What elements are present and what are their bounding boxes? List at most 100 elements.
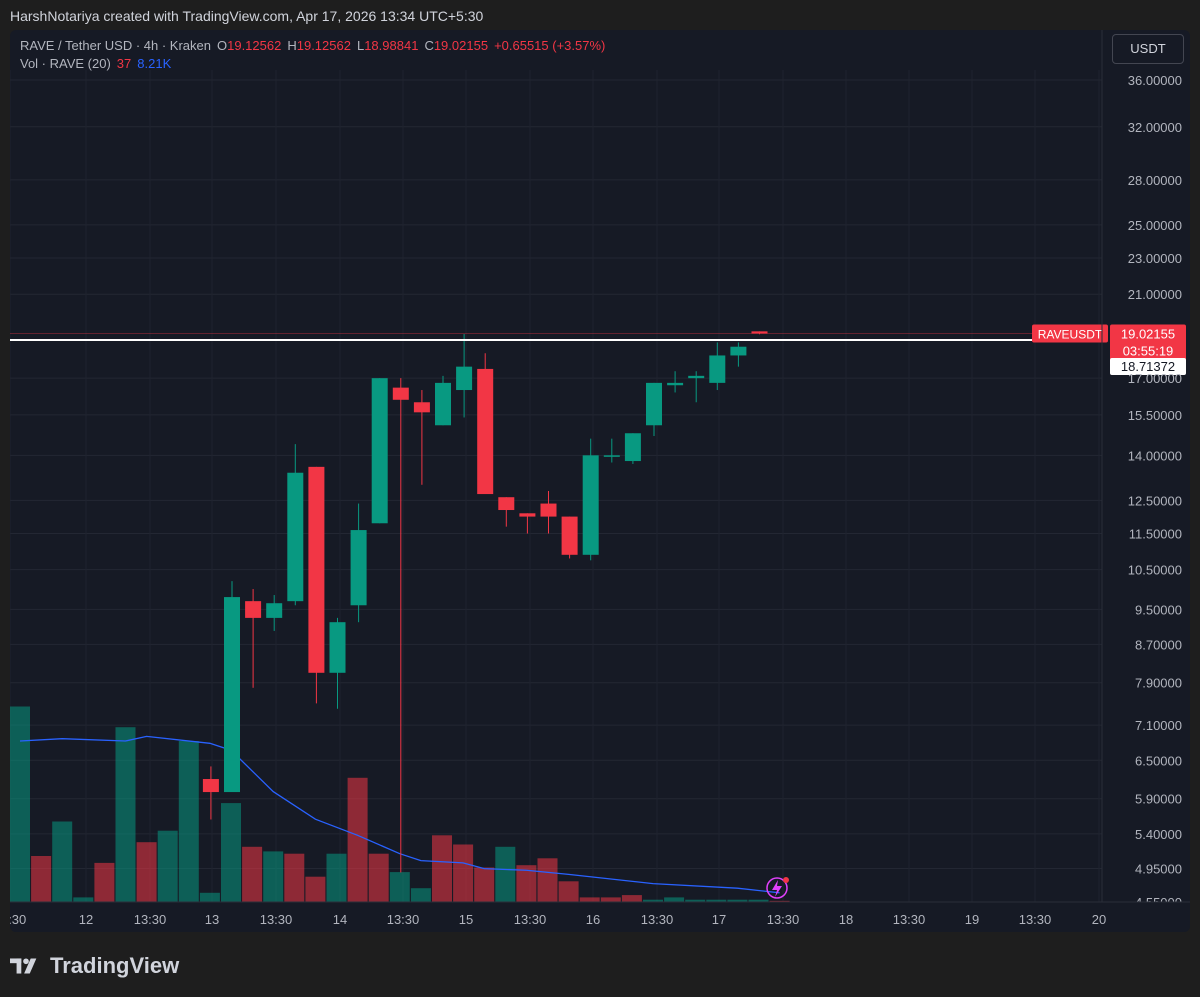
y-tick-label: 7.90000: [1135, 676, 1182, 691]
footer-brand-text: TradingView: [50, 953, 180, 978]
alert-circle: [766, 877, 788, 899]
volume-bar: [73, 897, 94, 902]
symbol-tag-text: RAVEUSDT: [1038, 328, 1103, 342]
countdown-label: 03:55:19: [1123, 344, 1174, 359]
x-tick-label: 13:30: [134, 912, 167, 927]
candle-body: [540, 503, 557, 517]
x-tick-label: 13:30: [10, 912, 26, 927]
x-tick-label: 18: [839, 912, 853, 927]
volume-bar: [664, 897, 685, 902]
candle-body: [730, 346, 747, 356]
candle-body: [435, 382, 451, 426]
y-tick-label: 6.50000: [1135, 753, 1182, 768]
candle-body: [456, 366, 473, 391]
y-tick-label: 15.50000: [1128, 408, 1182, 423]
candle-body: [287, 472, 304, 602]
y-tick-label: 8.70000: [1135, 637, 1182, 652]
volume-bar: [52, 821, 73, 902]
x-tick-label: 13:30: [1019, 912, 1052, 927]
alert-dot: [783, 877, 789, 883]
volume-title[interactable]: Vol · RAVE (20): [20, 56, 111, 71]
change-value: +0.65515 (+3.57%): [494, 38, 606, 53]
volume-bar: [326, 853, 347, 902]
ohlc-legend: RAVE / Tether USD · 4h · Kraken O19.12562…: [20, 38, 605, 53]
x-tick-label: 13:30: [767, 912, 800, 927]
y-tick-label: 21.00000: [1128, 287, 1182, 302]
close-label: C: [424, 38, 434, 53]
volume-bar: [516, 865, 537, 902]
y-tick-label: 14.00000: [1128, 448, 1182, 463]
high-label: H: [287, 38, 297, 53]
volume-bar: [474, 867, 495, 902]
y-tick-label: 7.10000: [1135, 718, 1182, 733]
volume-bar: [600, 897, 621, 902]
volume-bar: [157, 830, 178, 902]
x-tick-label: 20: [1092, 912, 1106, 927]
low-value: 18.98841: [364, 38, 419, 53]
header-bar: HarshNotariya created with TradingView.c…: [0, 0, 1200, 30]
candle-body: [392, 387, 409, 400]
volume-bar: [221, 803, 241, 902]
y-tick-label: 17.00000: [1128, 371, 1182, 386]
x-tick-label: 19: [965, 912, 979, 927]
volume-bar: [136, 842, 157, 902]
x-tick-label: 13:30: [893, 912, 926, 927]
open-value: 19.12562: [227, 38, 282, 53]
volume-bar: [10, 706, 30, 902]
high-value: 19.12562: [296, 38, 351, 53]
candle-body: [245, 601, 262, 618]
volume-bar: [178, 741, 199, 902]
volume-bar: [242, 846, 263, 902]
volume-bar: [453, 844, 474, 902]
volume-bar: [495, 846, 516, 902]
volume-bar: [31, 856, 52, 902]
x-tick-label: 12: [79, 912, 93, 927]
volume-bar: [284, 853, 305, 902]
volume-bar: [769, 900, 790, 902]
x-tick-label: 14: [333, 912, 347, 927]
volume-bar: [410, 888, 431, 902]
candle-body: [413, 402, 430, 413]
y-tick-label: 32.00000: [1128, 120, 1182, 135]
candle-body: [624, 433, 641, 462]
chart-panel[interactable]: RAVEUSDT 19.02155 03:55:19 18.71372 36.0000…: [10, 30, 1190, 932]
candle-body: [308, 466, 325, 673]
line-price-label: 18.71372: [1121, 359, 1175, 374]
symbol-title[interactable]: RAVE / Tether USD · 4h · Kraken: [20, 38, 211, 53]
y-tick-label: 10.50000: [1128, 563, 1182, 578]
volume-bar: [706, 899, 727, 902]
volume-bar: [389, 872, 410, 902]
low-label: L: [356, 38, 365, 53]
y-tick-label: 9.50000: [1135, 602, 1182, 617]
volume-layer: [10, 706, 790, 902]
volume-bar: [199, 892, 220, 902]
candle-body: [519, 513, 536, 517]
volume-bar: [263, 851, 284, 902]
x-tick-label: 13:30: [387, 912, 420, 927]
volume-bar: [621, 895, 642, 902]
y-tick-label: 4.95000: [1135, 862, 1182, 877]
y-tick-label: 36.00000: [1128, 73, 1182, 88]
y-tick-label: 11.50000: [1129, 527, 1182, 542]
x-tick-label: 16: [586, 912, 600, 927]
y-tick-label: 28.00000: [1128, 173, 1182, 188]
candle-body: [266, 603, 283, 618]
x-tick-label: 15: [459, 912, 473, 927]
volume-ma-line: [19, 735, 780, 894]
x-tick-label: 13:30: [260, 912, 293, 927]
candle-body: [646, 382, 662, 426]
volume-bar: [94, 862, 115, 902]
last-price-label-bg: [1110, 324, 1186, 361]
candle-body: [709, 355, 726, 383]
x-tick-label: 13:30: [514, 912, 547, 927]
footer-brand: TradingView: [10, 953, 179, 979]
y-tick-label: 12.50000: [1128, 493, 1182, 508]
volume-bar: [748, 899, 769, 902]
y-tick-label: 25.00000: [1128, 218, 1182, 233]
candle-body: [224, 597, 240, 793]
alert-icon[interactable]: [766, 877, 789, 899]
candle-body: [350, 530, 367, 606]
volume-bar: [685, 899, 706, 902]
currency-button[interactable]: USDT: [1112, 34, 1184, 64]
